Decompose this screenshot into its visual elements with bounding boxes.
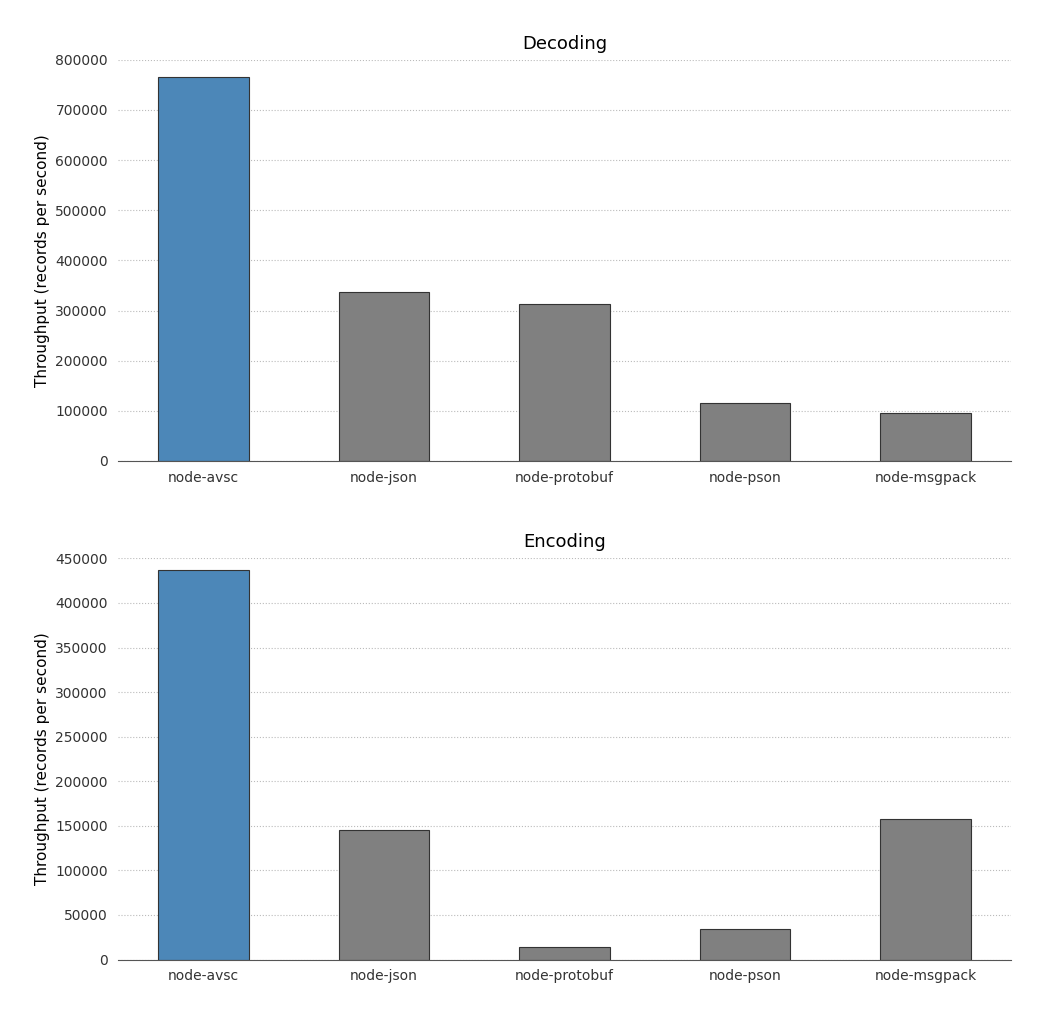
Bar (881, 818, 971, 960)
Bar (519, 303, 610, 461)
Bar (881, 413, 971, 461)
Bar (158, 77, 249, 461)
Bar (339, 831, 429, 960)
Bar (158, 570, 249, 960)
Title: Encoding: Encoding (523, 533, 606, 552)
Bar (700, 929, 790, 960)
Bar (700, 403, 790, 461)
Y-axis label: Throughput (records per second): Throughput (records per second) (35, 134, 50, 387)
Y-axis label: Throughput (records per second): Throughput (records per second) (35, 632, 50, 886)
Bar (339, 292, 429, 461)
Bar (519, 947, 610, 960)
Title: Decoding: Decoding (522, 35, 607, 53)
